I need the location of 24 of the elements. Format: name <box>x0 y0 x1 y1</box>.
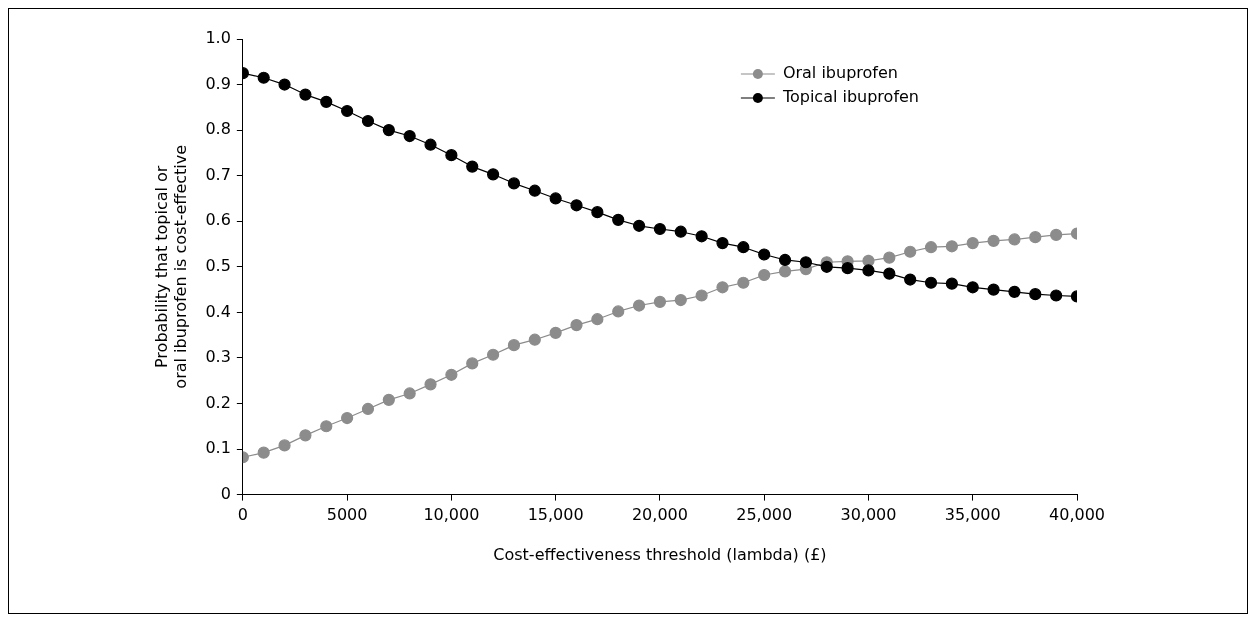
legend-label: Topical ibuprofen <box>781 87 919 107</box>
y-tick-label: 0.9 <box>205 73 231 93</box>
x-tick-label: 0 <box>237 505 248 525</box>
x-axis-title: Cost-effectiveness threshold (lambda) (£) <box>493 544 827 564</box>
x-tick-label: 35,000 <box>944 505 1001 525</box>
x-tick-label: 10,000 <box>423 505 480 525</box>
x-tick-label: 40,000 <box>1049 505 1105 525</box>
x-tick-label: 30,000 <box>840 505 897 525</box>
y-tick-label: 0.2 <box>205 392 231 412</box>
y-tick-label: 1.0 <box>205 28 231 48</box>
y-tick-label: 0.1 <box>205 438 231 458</box>
y-axis-title: Probability that topical or oral ibuprofen is cost-effective <box>151 144 190 389</box>
y-tick-label: 0.6 <box>205 210 231 230</box>
x-tick-label: 5000 <box>326 505 368 525</box>
y-tick-label: 0.7 <box>205 164 231 184</box>
y-tick-label: 0.4 <box>205 301 231 321</box>
legend-label: Oral ibuprofen <box>782 63 898 83</box>
x-tick-label: 25,000 <box>736 505 793 525</box>
x-tick-label: 15,000 <box>527 505 584 525</box>
y-tick-label: 0.8 <box>205 119 231 139</box>
y-tick-label: 0 <box>220 483 231 503</box>
y-tick-label: 0.5 <box>205 255 231 275</box>
x-tick-label: 20,000 <box>631 505 688 525</box>
y-tick-label: 0.3 <box>205 347 231 367</box>
